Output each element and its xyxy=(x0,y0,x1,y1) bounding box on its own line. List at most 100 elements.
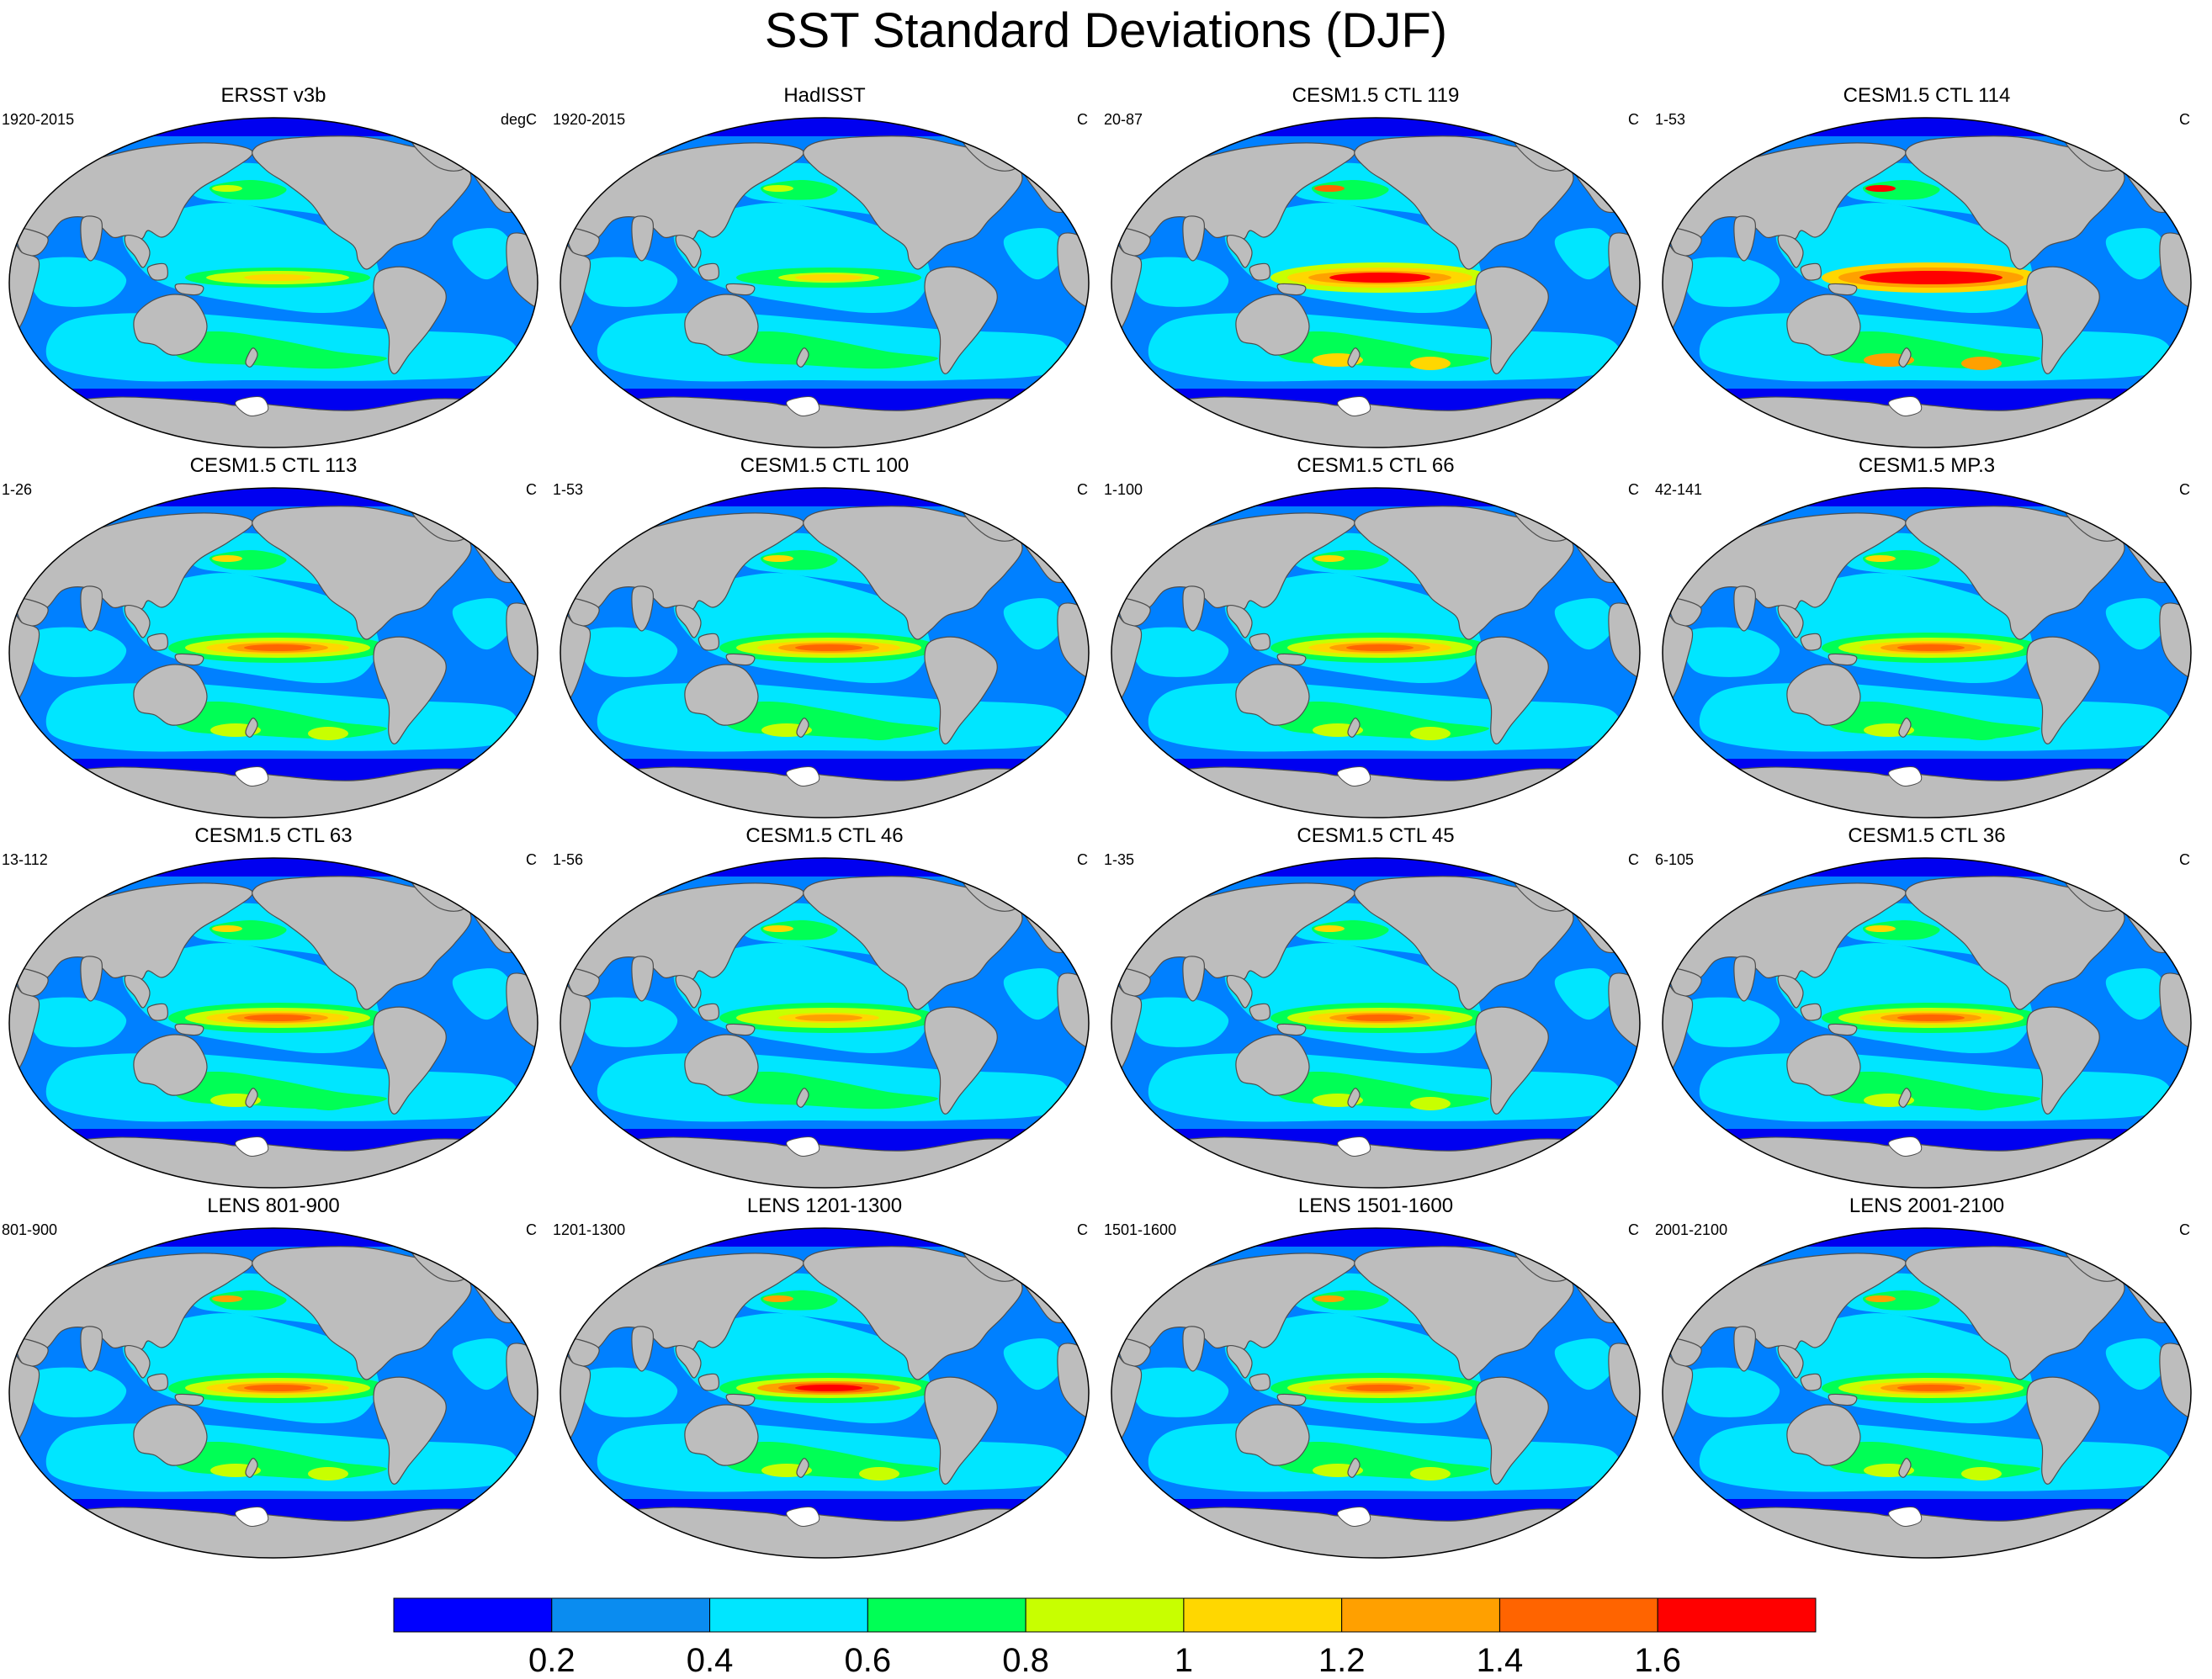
atlantic-region xyxy=(2105,598,2167,650)
arctic-sea-ice xyxy=(1663,858,2191,877)
panel-period-label: 1501-1600 xyxy=(1104,1221,1177,1238)
land-arabia xyxy=(14,227,49,257)
panel-period-label: 1-26 xyxy=(2,481,33,498)
land-borneo xyxy=(698,1373,719,1391)
land-seasia xyxy=(124,1345,151,1379)
land-india xyxy=(1182,956,1205,1002)
land-india xyxy=(1182,215,1205,262)
map-panel: LENS 801-900 801-900 C xyxy=(0,1194,547,1565)
ross-ice-shelf xyxy=(786,396,820,416)
land-australia xyxy=(133,664,208,726)
panel-units-label: C xyxy=(2179,851,2190,868)
land-seasia xyxy=(124,605,151,638)
land-seasia xyxy=(1777,975,1804,1009)
colorbar-tick-label: 1.6 xyxy=(1634,1642,1682,1679)
land-namerica xyxy=(1354,135,1574,270)
land-seasia xyxy=(1777,235,1804,268)
robinson-map xyxy=(560,487,1090,818)
map-boundary xyxy=(560,1227,1090,1559)
land-seasia xyxy=(1777,605,1804,638)
ross-ice-shelf xyxy=(1888,1507,1923,1527)
land-borneo xyxy=(698,262,719,281)
robinson-map xyxy=(560,1227,1090,1559)
land-namerica xyxy=(803,1246,1023,1380)
kuroshio-core xyxy=(1314,925,1345,932)
land-australia xyxy=(1235,1404,1310,1466)
land-arabia xyxy=(565,967,600,997)
panel-period-label: 1-56 xyxy=(553,851,584,868)
arctic-sea-ice xyxy=(9,858,538,877)
land-newguinea xyxy=(1276,653,1307,666)
map-boundary xyxy=(8,487,538,818)
southern-hotspot xyxy=(1410,1467,1451,1480)
land-arabia xyxy=(565,227,600,257)
land-india xyxy=(80,215,103,262)
land-newguinea xyxy=(1276,1393,1307,1406)
panel-units-label: C xyxy=(2179,481,2190,498)
enso-tongue-4 xyxy=(795,274,862,281)
land-nz xyxy=(1347,1458,1361,1478)
land-seasia xyxy=(1226,605,1253,638)
land-samerica xyxy=(373,1006,447,1115)
robinson-map xyxy=(1111,487,1641,818)
kuroshio-core xyxy=(1314,555,1345,562)
southern-green-band xyxy=(166,331,388,369)
land-namerica xyxy=(803,135,1023,270)
land-arabia xyxy=(1117,597,1151,627)
southern-hotspot xyxy=(1961,357,2002,370)
southern-hotspot xyxy=(859,1467,899,1480)
land-india xyxy=(1182,1326,1205,1372)
indian-ocean-region xyxy=(1683,1367,1780,1417)
map-panel: LENS 1501-1600 1501-1600 C xyxy=(1102,1194,1649,1565)
kuroshio-anomaly xyxy=(209,549,287,570)
arctic-sea-ice xyxy=(560,488,1089,506)
panel-title: HadISST xyxy=(783,84,866,107)
panel-period-label: 1-35 xyxy=(1104,851,1135,868)
land-nz xyxy=(1898,1458,1912,1478)
atlantic-region xyxy=(1003,598,1065,650)
land-samerica xyxy=(924,1376,998,1485)
land-australia xyxy=(684,664,759,726)
panel-title: LENS 2001-2100 xyxy=(1849,1194,2005,1217)
panel-title: CESM1.5 CTL 100 xyxy=(740,454,910,477)
land-samerica xyxy=(924,636,998,744)
kuroshio-core xyxy=(763,925,793,932)
land-arabia xyxy=(14,1337,49,1367)
land-borneo xyxy=(146,1003,168,1021)
map-panel: CESM1.5 CTL 45 1-35 C xyxy=(1102,824,1649,1194)
atlantic-region xyxy=(1554,228,1616,280)
panel-period-label: 13-112 xyxy=(2,851,48,868)
enso-tongue-4 xyxy=(244,1014,311,1021)
land-nz xyxy=(1347,1088,1361,1108)
land-nz xyxy=(245,718,258,738)
enso-tongue-4 xyxy=(1897,274,1965,281)
land-namerica xyxy=(1354,1246,1574,1380)
land-australia xyxy=(1786,664,1861,726)
land-borneo xyxy=(1800,1373,1822,1391)
atlantic-region xyxy=(2105,1338,2167,1390)
robinson-map xyxy=(1111,1227,1641,1559)
colorbar-swatch xyxy=(393,1597,553,1633)
map-boundary xyxy=(1662,1227,2192,1559)
arctic-sea-ice xyxy=(560,1228,1089,1247)
land-nz xyxy=(1898,347,1912,368)
land-newguinea xyxy=(725,653,756,666)
land-arabia xyxy=(14,597,49,627)
map-boundary xyxy=(1111,487,1641,818)
colorbar-swatch xyxy=(1341,1597,1500,1633)
arctic-sea-ice xyxy=(9,118,538,136)
colorbar-swatch xyxy=(1657,1597,1817,1633)
land-india xyxy=(631,1326,654,1372)
land-newguinea xyxy=(725,1023,756,1036)
land-nz xyxy=(1347,347,1361,368)
kuroshio-anomaly xyxy=(1862,549,1940,570)
land-samerica xyxy=(2026,636,2100,744)
robinson-map xyxy=(1111,857,1641,1189)
enso-tongue-4 xyxy=(1346,1014,1414,1021)
colorbar-swatch xyxy=(1499,1597,1658,1633)
enso-tongue-4 xyxy=(244,644,311,651)
southern-hotspot xyxy=(1410,727,1451,740)
map-panel: CESM1.5 CTL 100 1-53 C xyxy=(551,454,1098,824)
ross-ice-shelf xyxy=(235,1136,269,1157)
map-boundary xyxy=(8,117,538,448)
